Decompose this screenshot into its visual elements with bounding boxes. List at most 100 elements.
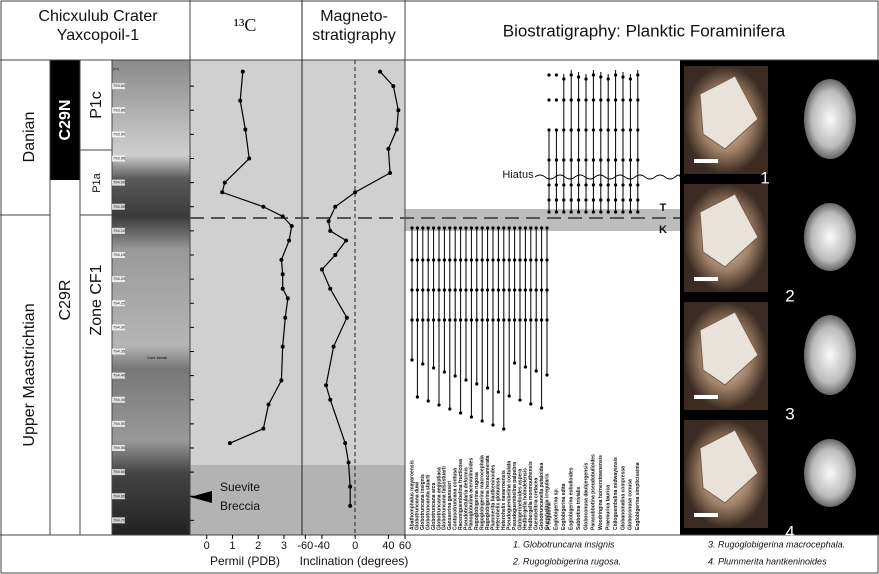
profile-point xyxy=(281,272,285,276)
range-dot xyxy=(629,98,632,101)
profile-point xyxy=(345,316,349,320)
panel-title: ¹³C xyxy=(234,15,257,35)
axis-label: Inclination (degrees) xyxy=(300,554,409,568)
chron: C29N xyxy=(57,100,74,141)
scale-bar xyxy=(694,159,718,163)
range-dot xyxy=(437,288,440,291)
depth-label: 794.15 xyxy=(113,252,126,257)
range-dot xyxy=(524,365,527,368)
range-dot xyxy=(513,288,516,291)
profile-point xyxy=(267,403,271,407)
range-dot xyxy=(607,77,610,80)
range-dot xyxy=(547,198,550,201)
range-dot xyxy=(592,98,595,101)
range-dot xyxy=(454,374,457,377)
depth-label: 794.30 xyxy=(113,324,126,329)
range-dot xyxy=(555,198,558,201)
range-dot xyxy=(636,73,639,76)
biostrat-title: Biostratigraphy: Planktic Foraminifera xyxy=(503,21,786,40)
profile-point xyxy=(238,99,242,103)
range-dot xyxy=(443,258,446,261)
range-dot xyxy=(459,318,462,321)
range-dot xyxy=(577,183,580,186)
depth-label: 794.55 xyxy=(113,445,126,450)
range-dot xyxy=(475,226,478,229)
range-dot xyxy=(518,398,521,401)
depth-label: 794.65 xyxy=(113,493,126,498)
foram-sem xyxy=(804,203,856,271)
range-dot xyxy=(427,399,430,402)
range-dot xyxy=(545,258,548,261)
x-tick-label: -60 xyxy=(297,540,313,552)
hiatus-label: Hiatus xyxy=(502,169,534,181)
range-dot xyxy=(562,198,565,201)
range-dot xyxy=(614,98,617,101)
range-dot xyxy=(481,226,484,229)
species-name: Eoglobigerina simplicissima xyxy=(635,462,641,530)
species-name: Chiloguembelina midwayensis xyxy=(613,457,619,530)
range-dot xyxy=(464,318,467,321)
x-tick-label: 2 xyxy=(255,540,261,552)
range-dot xyxy=(410,318,413,321)
range-dot xyxy=(427,226,430,229)
range-dot xyxy=(592,73,595,76)
range-dot xyxy=(513,226,516,229)
species-name: Globoconusa conusa xyxy=(628,479,634,530)
x-tick-label: 60 xyxy=(399,540,411,552)
range-dot xyxy=(584,158,587,161)
range-dot xyxy=(621,210,624,213)
profile-point xyxy=(333,205,337,209)
range-dot xyxy=(629,198,632,201)
foram-sem xyxy=(804,439,856,507)
range-dot xyxy=(555,183,558,186)
zone: P1a xyxy=(91,172,103,192)
log-panel-bg xyxy=(190,60,405,535)
range-dot xyxy=(497,390,500,393)
range-dot xyxy=(577,198,580,201)
range-dot xyxy=(448,318,451,321)
range-dot xyxy=(437,403,440,406)
profile-point xyxy=(228,441,232,445)
profile-point xyxy=(396,108,400,112)
range-dot xyxy=(427,258,430,261)
range-dot xyxy=(524,318,527,321)
range-dot xyxy=(502,258,505,261)
depth-label: 794.20 xyxy=(113,276,126,281)
x-tick-label: 0 xyxy=(352,540,358,552)
range-dot xyxy=(486,258,489,261)
profile-point xyxy=(348,504,352,508)
range-dot xyxy=(562,158,565,161)
depth-label: 793.80 xyxy=(113,83,126,88)
range-dot xyxy=(508,394,511,397)
range-dot xyxy=(475,258,478,261)
range-dot xyxy=(464,226,467,229)
range-dot xyxy=(459,226,462,229)
range-dot xyxy=(508,258,511,261)
range-dot xyxy=(410,226,413,229)
foram-sem xyxy=(804,79,856,159)
age: Upper Maastrichtian xyxy=(21,303,38,446)
range-dot xyxy=(454,226,457,229)
profile-point xyxy=(220,190,224,194)
range-dot xyxy=(410,358,413,361)
range-dot xyxy=(518,288,521,291)
profile-point xyxy=(290,224,294,228)
range-dot xyxy=(464,258,467,261)
range-dot xyxy=(592,210,595,213)
range-dot xyxy=(475,382,478,385)
range-dot xyxy=(491,226,494,229)
range-dot xyxy=(437,258,440,261)
range-dot xyxy=(432,258,435,261)
caption: 4. Plummerita hantkeninoides xyxy=(708,556,827,566)
range-dot xyxy=(437,226,440,229)
core-break: Core break xyxy=(147,355,167,360)
profile-point xyxy=(386,147,390,151)
range-dot xyxy=(577,75,580,78)
range-dot xyxy=(421,288,424,291)
profile-point xyxy=(333,253,337,257)
range-dot xyxy=(416,288,419,291)
profile-point xyxy=(287,239,291,243)
depth-label: 794.25 xyxy=(113,300,126,305)
range-dot xyxy=(513,361,516,364)
range-dot xyxy=(621,183,624,186)
